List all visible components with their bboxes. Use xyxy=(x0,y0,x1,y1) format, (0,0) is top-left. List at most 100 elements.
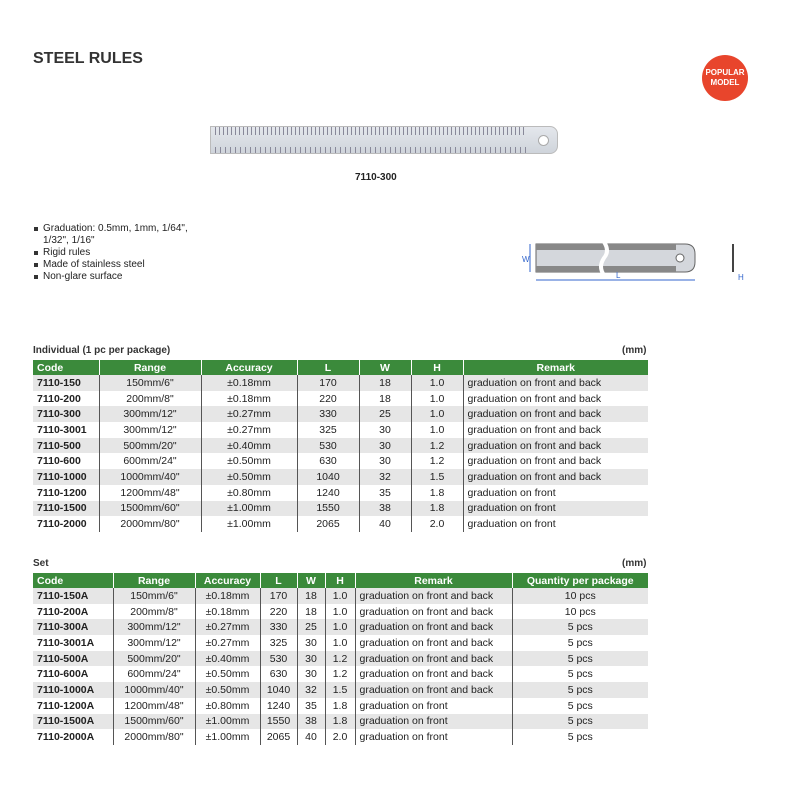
popular-model-badge: POPULAR MODEL xyxy=(702,55,748,101)
table-cell: 5 pcs xyxy=(511,666,648,683)
table-row: 7110-600 600mm/24" ±0.50mm 630 30 1.2 graduati… xyxy=(33,453,648,470)
table-cell: 500mm/20" xyxy=(112,650,195,667)
table-cell: 600mm/24" xyxy=(98,453,201,470)
table-cell: graduation on front and back xyxy=(354,682,512,698)
table-cell: 40 xyxy=(358,516,411,532)
column-header: H xyxy=(324,573,355,588)
table-cell: graduation on front and back xyxy=(462,406,648,423)
table-cell: 1200mm/48" xyxy=(98,484,201,501)
table-cell: 5 pcs xyxy=(511,729,648,745)
table-cell: 1.0 xyxy=(324,588,355,604)
table-cell: 300mm/12" xyxy=(112,635,195,651)
column-header: H xyxy=(410,360,463,375)
diagram-label-h: H xyxy=(738,273,744,282)
table-row: 7110-300A 300mm/12" ±0.27mm 330 25 1.0 graduat… xyxy=(33,619,648,636)
table-cell: ±0.80mm xyxy=(194,697,260,714)
table-row: 7110-3001A 300mm/12" ±0.27mm 325 30 1.0 gradua… xyxy=(33,635,648,651)
table-cell: 5 pcs xyxy=(511,635,648,651)
table-cell: 1550 xyxy=(259,713,297,730)
header-row: Code Range Accuracy L W H Remark xyxy=(33,360,648,375)
table-cell: 1.0 xyxy=(410,422,463,438)
table-cell: 2.0 xyxy=(410,516,463,532)
table-cell: 7110-1200 xyxy=(37,486,87,499)
table-cell: ±0.50mm xyxy=(194,682,260,698)
table-cell: 7110-1200A xyxy=(37,699,95,712)
table-row: 7110-500 500mm/20" ±0.40mm 530 30 1.2 graduati… xyxy=(33,437,648,454)
table-cell: 630 xyxy=(296,453,359,470)
individual-unit: (mm) xyxy=(622,345,647,356)
table-cell: graduation on front xyxy=(462,484,648,501)
table-cell: 7110-150 xyxy=(33,375,99,391)
column-header: Range xyxy=(112,573,195,588)
table-cell: 1550 xyxy=(296,500,359,517)
table-cell: 530 xyxy=(259,650,297,667)
table-cell: ±0.18mm xyxy=(194,588,260,604)
table-cell: 7110-1000A xyxy=(33,682,113,698)
table-cell: 40 xyxy=(296,729,325,745)
table-cell: 7110-500A xyxy=(33,650,113,667)
table-cell: 1.8 xyxy=(324,713,355,730)
table-cell: 325 xyxy=(259,635,297,651)
table-cell: graduation on front xyxy=(354,729,512,745)
table-cell: graduation on front and back xyxy=(354,619,512,636)
table-cell: graduation on front xyxy=(462,516,648,532)
table-cell: 5 pcs xyxy=(511,619,648,636)
table-cell: 220 xyxy=(296,390,359,407)
table-cell: 630 xyxy=(259,666,297,683)
table-cell: 1.0 xyxy=(410,375,463,391)
table-cell: 200mm/8" xyxy=(98,390,201,407)
table-cell: 7110-300 xyxy=(33,406,99,423)
table-cell: graduation on front and back xyxy=(354,603,512,620)
table-cell: 30 xyxy=(296,650,325,667)
ruler-product-image xyxy=(210,126,558,154)
table-row: 7110-2000 2000mm/80" ±1.00mm 2065 40 2.0 gradu… xyxy=(33,516,648,532)
table-cell: 1.2 xyxy=(410,453,463,470)
table-cell: 30 xyxy=(296,666,325,683)
table-cell: 2.0 xyxy=(324,729,355,745)
table-cell: 7110-1000 xyxy=(33,469,99,485)
table-cell: 150mm/6" xyxy=(112,588,195,604)
table-cell: 1.2 xyxy=(324,650,355,667)
diagram-label-l: L xyxy=(616,271,621,280)
column-header: Accuracy xyxy=(200,360,297,375)
table-row: 7110-1500A 1500mm/60" ±1.00mm 1550 38 1.8 grad… xyxy=(33,713,648,730)
table-cell: 1.0 xyxy=(410,390,463,407)
table-row: 7110-1000A 1000mm/40" ±0.50mm 1040 32 1.5 grad… xyxy=(33,682,648,698)
table-cell: 7110-3001A xyxy=(37,636,95,649)
table-cell: 150mm/6" xyxy=(98,375,201,391)
page-title: STEEL RULES xyxy=(33,50,143,67)
table-cell: graduation on front and back xyxy=(354,635,512,651)
table-row: 7110-200 200mm/8" ±0.18mm 220 18 1.0 graduatio… xyxy=(33,390,648,407)
table-cell: ±0.40mm xyxy=(200,437,297,454)
individual-table: Code Range Accuracy L W H Remark 7110-150 150mm/… xyxy=(33,360,648,532)
table-cell: ±0.27mm xyxy=(200,422,297,438)
table-cell: ±0.18mm xyxy=(200,375,297,391)
table-cell: graduation on front and back xyxy=(462,422,648,438)
table-cell: 1500mm/60" xyxy=(98,500,201,517)
table-cell: 1.8 xyxy=(410,484,463,501)
column-header: Remark xyxy=(354,573,512,588)
table-cell: 32 xyxy=(296,682,325,698)
table-cell: ±1.00mm xyxy=(200,516,297,532)
table-cell: 330 xyxy=(296,406,359,423)
table-cell: graduation on front xyxy=(462,500,648,517)
table-cell: 1000mm/40" xyxy=(98,469,201,485)
table-cell: 7110-1500 xyxy=(33,500,99,517)
table-cell: 1.0 xyxy=(324,603,355,620)
table-cell: 200mm/8" xyxy=(112,603,195,620)
feature-item: Non-glare surface xyxy=(33,271,193,283)
table-cell: ±0.27mm xyxy=(194,619,260,636)
table-cell: 330 xyxy=(259,619,297,636)
table-row: 7110-1500 1500mm/60" ±1.00mm 1550 38 1.8 gradu… xyxy=(33,500,648,517)
individual-caption: Individual (1 pc per package) xyxy=(33,345,171,356)
table-cell: 35 xyxy=(358,484,411,501)
table-row: 7110-1000 1000mm/40" ±0.50mm 1040 32 1.5 gradu… xyxy=(33,469,648,485)
table-cell: ±0.50mm xyxy=(194,666,260,683)
ruler-dimension-diagram: W L H xyxy=(522,240,744,282)
table-cell: 7110-200 xyxy=(37,392,81,405)
table-row: 7110-1200A 1200mm/48" ±0.80mm 1240 35 1.8 grad… xyxy=(33,697,648,714)
table-cell: 600mm/24" xyxy=(112,666,195,683)
table-cell: 325 xyxy=(296,422,359,438)
table-cell: 30 xyxy=(358,437,411,454)
column-header: L xyxy=(259,573,297,588)
